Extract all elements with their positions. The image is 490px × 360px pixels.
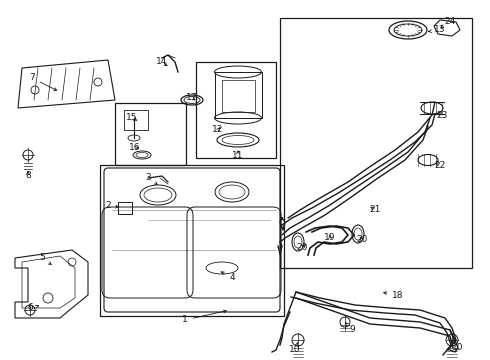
Bar <box>118 202 132 214</box>
Text: 16: 16 <box>129 144 141 153</box>
Bar <box>115 103 186 165</box>
Bar <box>100 165 284 316</box>
Text: 12: 12 <box>212 126 224 135</box>
Bar <box>222 80 255 112</box>
Text: 20: 20 <box>356 235 368 244</box>
Text: 24: 24 <box>441 18 456 27</box>
Text: 4: 4 <box>221 272 235 283</box>
Text: 7: 7 <box>29 73 57 90</box>
Text: 8: 8 <box>25 171 31 180</box>
Text: 6: 6 <box>27 303 39 312</box>
Text: 14: 14 <box>156 58 168 67</box>
Text: 1: 1 <box>182 310 226 324</box>
Text: 20: 20 <box>296 243 308 252</box>
Text: 19: 19 <box>324 234 336 243</box>
Bar <box>124 110 148 130</box>
Text: 13: 13 <box>428 26 446 35</box>
Text: 3: 3 <box>145 174 157 184</box>
Text: 10: 10 <box>452 341 464 352</box>
Text: 17: 17 <box>186 94 198 103</box>
Text: 18: 18 <box>384 291 404 300</box>
Text: 23: 23 <box>436 111 448 120</box>
Bar <box>215 72 262 118</box>
Text: 5: 5 <box>39 253 51 265</box>
Text: 21: 21 <box>369 206 381 215</box>
Text: 10: 10 <box>289 343 301 355</box>
Bar <box>280 18 472 268</box>
Text: 22: 22 <box>434 161 445 170</box>
Text: 9: 9 <box>345 323 355 334</box>
Text: 11: 11 <box>232 150 244 159</box>
Text: 15: 15 <box>126 113 138 122</box>
Text: 2: 2 <box>105 201 119 210</box>
Bar <box>196 62 276 158</box>
